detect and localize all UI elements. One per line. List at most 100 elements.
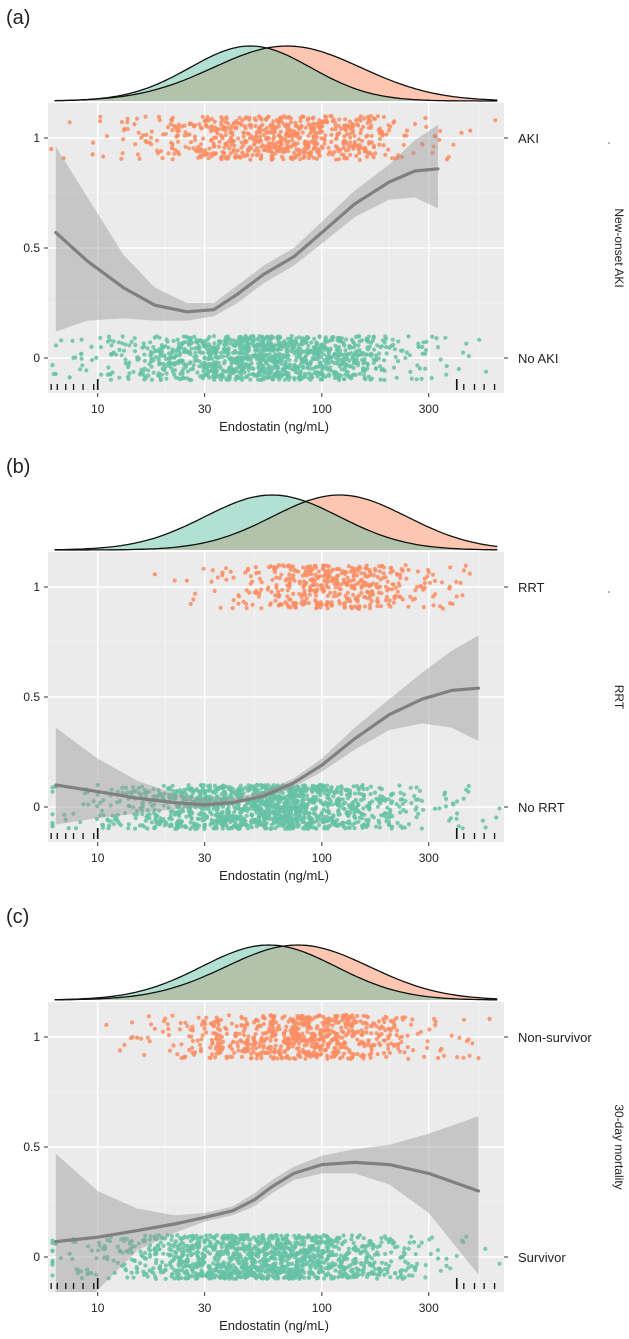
jitter-point-negative bbox=[403, 798, 408, 804]
jitter-point-negative bbox=[238, 783, 243, 788]
jitter-point-positive bbox=[412, 596, 418, 601]
jitter-point-negative bbox=[356, 786, 361, 791]
jitter-point-positive bbox=[183, 144, 188, 149]
jitter-point-negative bbox=[171, 1254, 176, 1259]
jitter-point-positive bbox=[437, 137, 442, 142]
jitter-point-negative bbox=[170, 347, 175, 352]
jitter-point-negative bbox=[280, 372, 285, 377]
jitter-point-negative bbox=[183, 824, 188, 829]
jitter-point-positive bbox=[258, 139, 263, 144]
jitter-point-positive bbox=[391, 600, 396, 605]
jitter-point-positive bbox=[170, 128, 175, 133]
jitter-point-negative bbox=[403, 355, 408, 361]
jitter-point-negative bbox=[324, 787, 329, 792]
jitter-point-negative bbox=[377, 351, 382, 356]
density-line-positive bbox=[54, 944, 498, 1001]
jitter-point-negative bbox=[335, 823, 340, 829]
density-line-positive bbox=[54, 45, 498, 102]
jitter-point-negative bbox=[320, 364, 325, 369]
jitter-point-negative bbox=[327, 802, 332, 807]
jitter-point-positive bbox=[61, 156, 66, 161]
jitter-point-negative bbox=[143, 818, 148, 823]
jitter-point-positive bbox=[426, 570, 431, 575]
jitter-point-negative bbox=[497, 806, 502, 811]
jitter-point-negative bbox=[317, 364, 322, 369]
jitter-point-negative bbox=[345, 825, 351, 830]
jitter-point-negative bbox=[382, 377, 387, 383]
jitter-point-negative bbox=[277, 1245, 282, 1250]
jitter-point-positive bbox=[278, 140, 283, 145]
strip-label: RRT bbox=[612, 685, 626, 710]
jitter-point-negative bbox=[364, 1255, 369, 1260]
jitter-point-negative bbox=[181, 376, 186, 381]
jitter-point-negative bbox=[143, 1256, 149, 1261]
jitter-point-negative bbox=[300, 1268, 305, 1273]
jitter-point-positive bbox=[352, 586, 357, 591]
jitter-point-negative bbox=[164, 337, 169, 342]
jitter-point-positive bbox=[328, 114, 333, 119]
jitter-point-negative bbox=[330, 337, 335, 342]
jitter-point-negative bbox=[195, 1249, 200, 1254]
jitter-point-negative bbox=[384, 351, 389, 356]
jitter-point-negative bbox=[278, 813, 283, 818]
jitter-point-positive bbox=[327, 574, 332, 579]
jitter-point-positive bbox=[390, 582, 395, 587]
jitter-point-negative bbox=[360, 825, 365, 830]
jitter-point-negative bbox=[142, 352, 147, 357]
jitter-point-negative bbox=[207, 356, 212, 361]
jitter-point-positive bbox=[427, 580, 432, 585]
jitter-point-negative bbox=[454, 799, 459, 804]
jitter-point-negative bbox=[249, 820, 254, 825]
jitter-point-negative bbox=[191, 363, 196, 368]
jitter-point-negative bbox=[477, 337, 482, 342]
jitter-point-negative bbox=[165, 1233, 170, 1238]
jitter-point-negative bbox=[161, 783, 166, 788]
jitter-point-negative bbox=[252, 1244, 257, 1249]
jitter-point-negative bbox=[171, 788, 176, 794]
jitter-point-negative bbox=[179, 1237, 184, 1242]
jitter-point-positive bbox=[238, 155, 243, 160]
jitter-point-positive bbox=[341, 145, 346, 150]
jitter-point-negative bbox=[173, 354, 178, 359]
jitter-point-negative bbox=[386, 819, 391, 824]
jitter-point-positive bbox=[423, 115, 428, 121]
jitter-point-negative bbox=[353, 1244, 358, 1249]
jitter-point-negative bbox=[81, 802, 86, 807]
jitter-point-positive bbox=[386, 123, 391, 128]
jitter-point-negative bbox=[337, 338, 343, 343]
jitter-point-positive bbox=[330, 119, 335, 124]
jitter-point-negative bbox=[319, 1235, 324, 1240]
jitter-point-negative bbox=[314, 805, 319, 810]
jitter-point-negative bbox=[455, 811, 460, 816]
jitter-point-negative bbox=[408, 785, 413, 790]
jitter-point-positive bbox=[209, 116, 214, 121]
jitter-point-negative bbox=[181, 797, 186, 802]
jitter-point-positive bbox=[366, 573, 371, 579]
jitter-point-negative bbox=[178, 377, 183, 382]
jitter-point-negative bbox=[158, 376, 163, 381]
jitter-point-positive bbox=[339, 126, 344, 131]
jitter-point-negative bbox=[176, 348, 182, 353]
jitter-point-negative bbox=[226, 374, 231, 379]
jitter-point-negative bbox=[161, 1251, 166, 1256]
jitter-point-positive bbox=[346, 564, 351, 569]
jitter-point-positive bbox=[411, 150, 416, 156]
jitter-point-negative bbox=[359, 816, 365, 821]
jitter-point-negative bbox=[253, 1264, 258, 1270]
jitter-point-negative bbox=[288, 801, 293, 806]
jitter-point-positive bbox=[288, 567, 293, 572]
group-label: No RRT bbox=[518, 800, 565, 815]
jitter-point-positive bbox=[268, 564, 273, 569]
jitter-point-negative bbox=[334, 798, 339, 803]
jitter-point-negative bbox=[184, 814, 189, 819]
jitter-point-negative bbox=[173, 811, 178, 816]
jitter-point-negative bbox=[421, 340, 426, 345]
jitter-point-negative bbox=[256, 1234, 261, 1239]
jitter-point-negative bbox=[349, 364, 354, 369]
jitter-point-negative bbox=[256, 366, 261, 371]
jitter-point-positive bbox=[458, 580, 463, 585]
jitter-point-negative bbox=[389, 826, 394, 831]
jitter-point-negative bbox=[244, 813, 249, 818]
jitter-point-negative bbox=[304, 793, 309, 798]
jitter-point-negative bbox=[286, 1246, 292, 1251]
